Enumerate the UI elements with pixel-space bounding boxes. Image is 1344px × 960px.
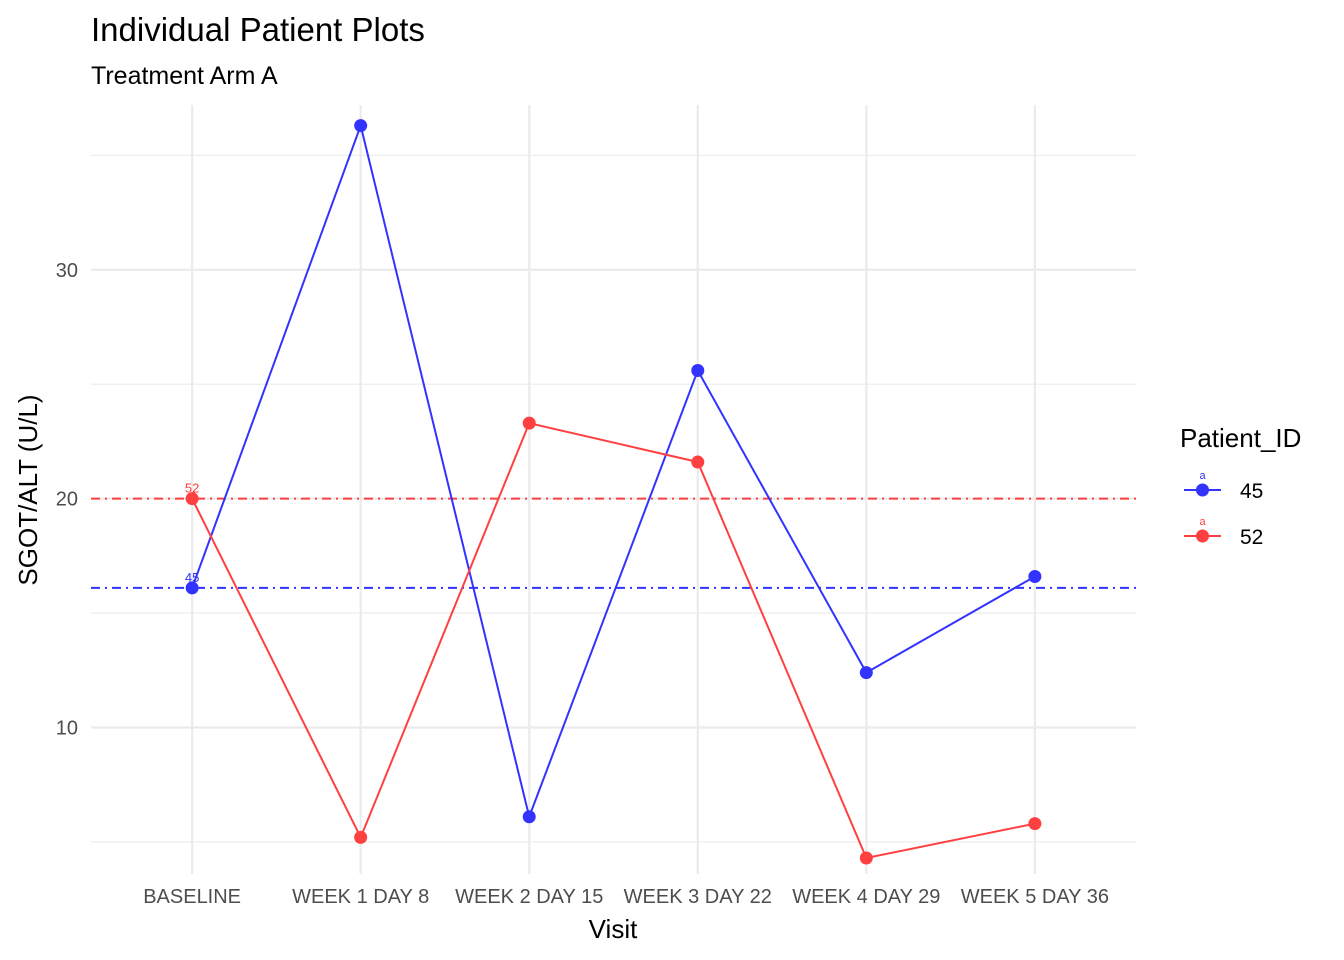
y-tick-label: 30	[56, 260, 78, 282]
series-lines	[191, 122, 1036, 860]
legend-label: 52	[1240, 526, 1263, 549]
y-tick-label: 10	[56, 718, 78, 740]
legend-key-point	[1196, 529, 1209, 543]
legend: Patient_ID a 45 a 52	[1180, 423, 1301, 549]
series-line-52	[191, 421, 1036, 860]
baseline-labels: 45 52	[185, 481, 199, 585]
x-tick-label: WEEK 4 DAY 29	[792, 886, 940, 908]
y-axis-ticks: 10 20 30	[56, 260, 78, 740]
data-point-52	[691, 455, 705, 469]
data-point-45	[691, 363, 705, 377]
data-point-52	[354, 830, 368, 844]
data-point-45	[859, 666, 873, 680]
data-point-52	[1028, 817, 1042, 831]
x-axis-ticks: BASELINE WEEK 1 DAY 8 WEEK 2 DAY 15 WEEK 3 …	[143, 886, 1109, 908]
x-tick-label: BASELINE	[143, 886, 241, 908]
x-tick-label: WEEK 3 DAY 22	[624, 886, 772, 908]
legend-key-glyph: a	[1199, 470, 1206, 482]
x-tick-label: WEEK 1 DAY 8	[292, 886, 429, 908]
legend-key-point	[1196, 483, 1209, 497]
legend-item-45: a 45	[1184, 470, 1263, 503]
data-point-52	[859, 851, 873, 865]
x-axis-title: Visit	[589, 914, 638, 944]
y-tick-label: 20	[56, 489, 78, 511]
data-point-52	[185, 492, 199, 506]
chart-subtitle: Treatment Arm A	[91, 62, 278, 90]
data-point-45	[354, 119, 368, 133]
data-point-45	[185, 581, 199, 595]
legend-label: 45	[1240, 480, 1263, 503]
x-tick-label: WEEK 5 DAY 36	[961, 886, 1109, 908]
baseline-reference-lines	[91, 497, 1136, 589]
baseline-label-52: 52	[185, 481, 199, 496]
series-points	[185, 119, 1042, 865]
legend-item-52: a 52	[1184, 516, 1263, 549]
plot-area: 45 52	[91, 105, 1136, 874]
baseline-label-45: 45	[185, 570, 199, 585]
legend-key-glyph: a	[1199, 516, 1206, 528]
legend-title: Patient_ID	[1180, 423, 1301, 453]
data-point-52	[522, 416, 536, 430]
data-point-45	[1028, 569, 1042, 583]
series-line-45	[191, 122, 1036, 821]
data-point-45	[522, 810, 536, 824]
chart-title: Individual Patient Plots	[91, 11, 425, 48]
gridlines	[91, 105, 1136, 874]
y-axis-title: SGOT/ALT (U/L)	[13, 394, 43, 585]
x-tick-label: WEEK 2 DAY 15	[455, 886, 603, 908]
